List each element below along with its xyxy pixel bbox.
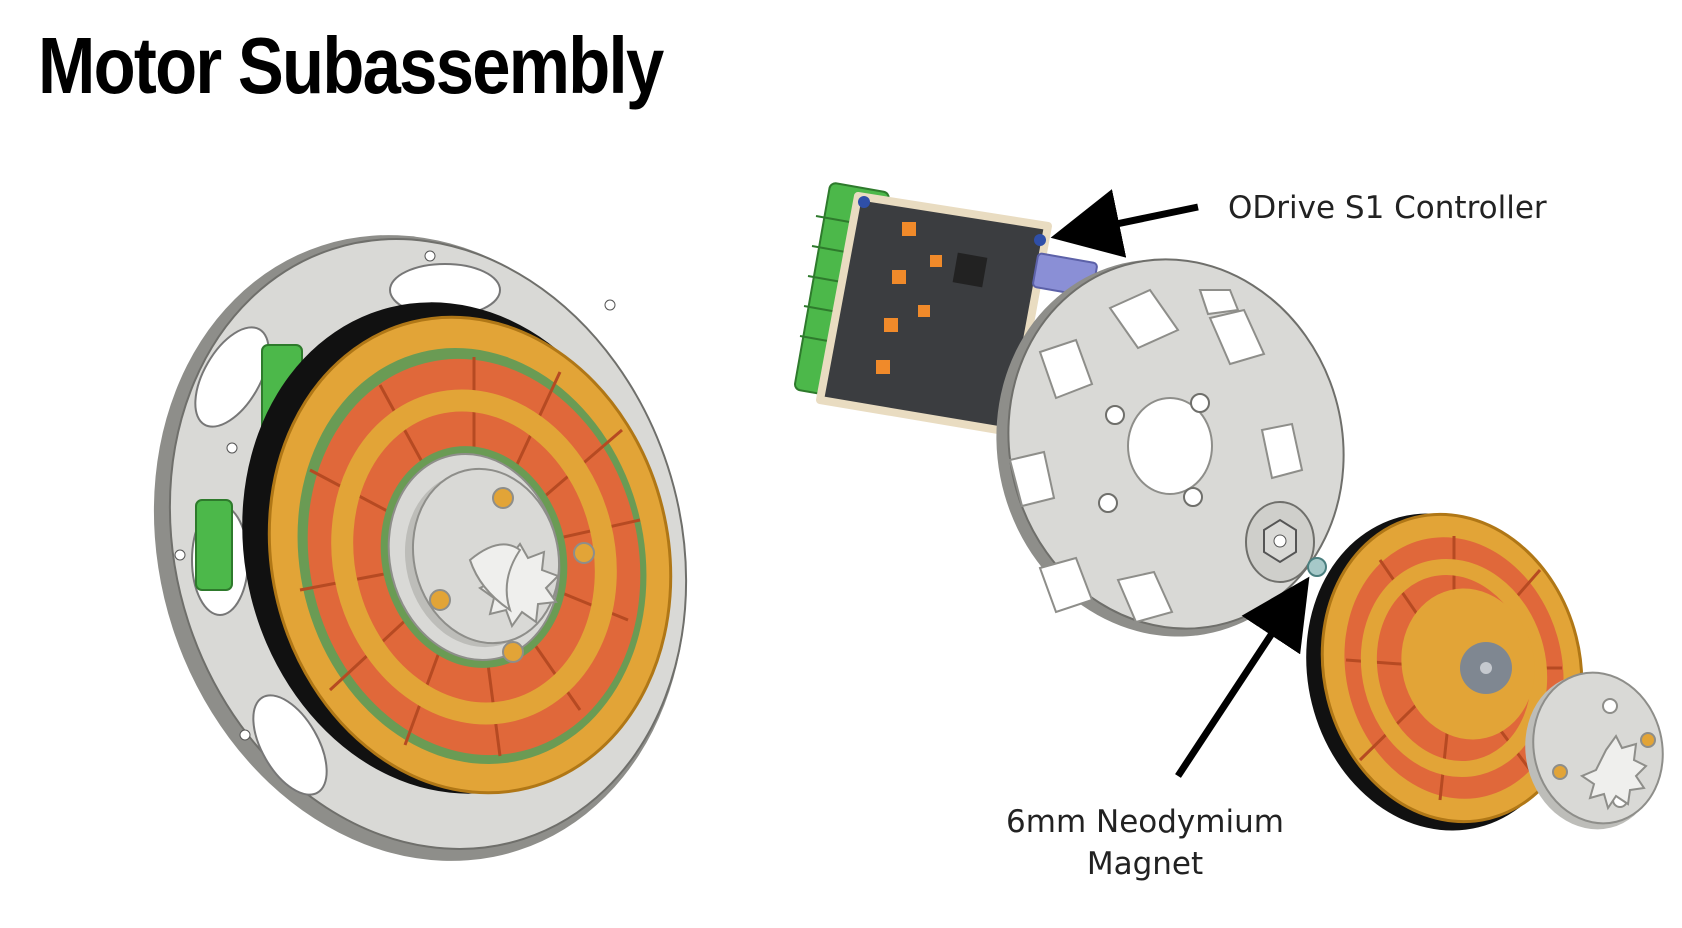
page-title: Motor Subassembly	[38, 21, 664, 110]
assembled-motor	[153, 235, 688, 861]
magnet-label-line2: Magnet	[1086, 845, 1204, 882]
motor-exploded	[1306, 512, 1584, 831]
magnet-label-line1: 6mm Neodymium	[1006, 804, 1284, 840]
motor-hub-exploded	[1525, 671, 1664, 830]
magnet-label: 6mm Neodymium Magnet	[1005, 802, 1285, 886]
motor-hub-assembled	[404, 467, 595, 663]
controller-label: ODrive S1 Controller	[1228, 190, 1547, 226]
mounting-plate-exploded	[996, 258, 1345, 637]
neodymium-magnet	[1307, 557, 1327, 577]
controller-callout-arrow	[1050, 189, 1199, 258]
magnet-callout-arrow	[1175, 576, 1310, 778]
